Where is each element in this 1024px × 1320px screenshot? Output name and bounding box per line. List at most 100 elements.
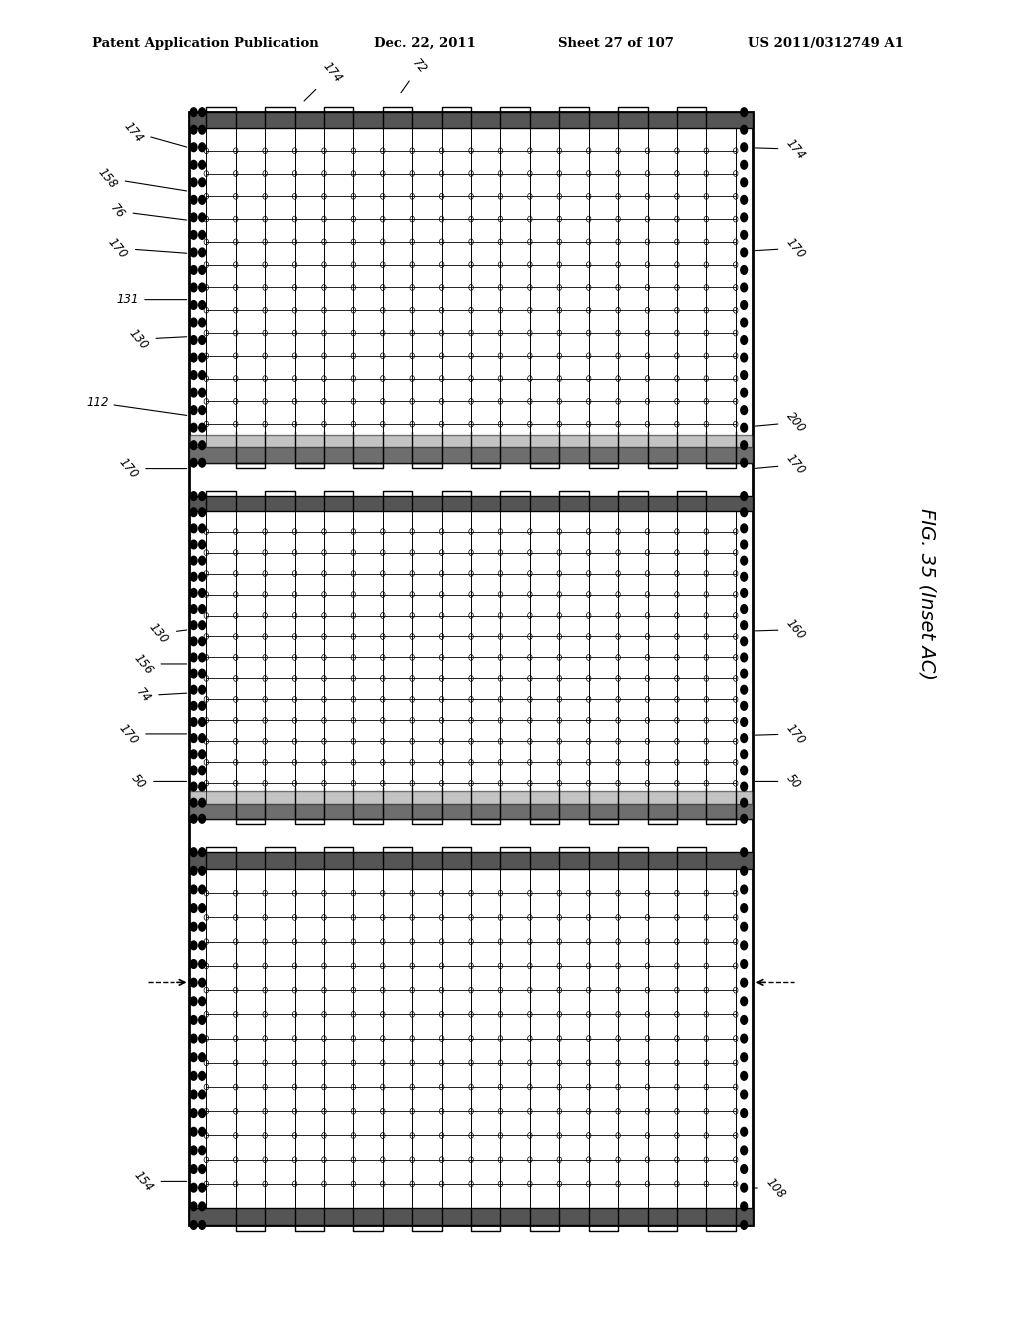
Circle shape (199, 441, 206, 450)
Circle shape (740, 638, 748, 645)
Circle shape (199, 108, 206, 116)
Circle shape (740, 620, 748, 630)
Text: Sheet 27 of 107: Sheet 27 of 107 (558, 37, 674, 50)
Circle shape (190, 734, 197, 742)
Circle shape (190, 847, 197, 857)
Circle shape (190, 923, 197, 931)
Circle shape (199, 492, 206, 500)
Circle shape (190, 335, 197, 345)
Circle shape (740, 143, 748, 152)
Text: Patent Application Publication: Patent Application Publication (92, 37, 318, 50)
Circle shape (199, 997, 206, 1006)
Circle shape (190, 508, 197, 516)
Circle shape (199, 1203, 206, 1210)
Circle shape (190, 301, 197, 309)
Circle shape (740, 556, 748, 565)
Circle shape (740, 1146, 748, 1155)
Circle shape (190, 231, 197, 239)
Circle shape (740, 1034, 748, 1043)
Circle shape (199, 1015, 206, 1024)
Circle shape (190, 1221, 197, 1229)
Circle shape (740, 231, 748, 239)
Circle shape (740, 540, 748, 549)
Circle shape (740, 125, 748, 135)
Circle shape (190, 371, 197, 379)
Circle shape (740, 161, 748, 169)
Circle shape (199, 620, 206, 630)
Circle shape (199, 847, 206, 857)
Circle shape (199, 638, 206, 645)
Circle shape (199, 318, 206, 327)
Circle shape (190, 161, 197, 169)
Circle shape (199, 1127, 206, 1137)
Circle shape (740, 941, 748, 949)
Bar (189, 1208, 753, 1225)
Text: 130: 130 (126, 326, 186, 352)
Circle shape (199, 143, 206, 152)
Circle shape (190, 1146, 197, 1155)
Circle shape (199, 734, 206, 742)
Circle shape (199, 371, 206, 379)
Circle shape (740, 997, 748, 1006)
Circle shape (190, 143, 197, 152)
Circle shape (199, 904, 206, 912)
Circle shape (190, 318, 197, 327)
Text: 170: 170 (116, 721, 186, 747)
Circle shape (740, 405, 748, 414)
Circle shape (199, 589, 206, 597)
Bar (189, 804, 753, 818)
Circle shape (199, 335, 206, 345)
Circle shape (199, 195, 206, 205)
Circle shape (190, 669, 197, 678)
Circle shape (740, 1053, 748, 1061)
Bar (189, 853, 753, 869)
Bar (189, 434, 753, 463)
Circle shape (740, 108, 748, 116)
Circle shape (740, 750, 748, 759)
Circle shape (199, 388, 206, 397)
Circle shape (199, 1053, 206, 1061)
Circle shape (190, 424, 197, 432)
Text: 156: 156 (131, 651, 186, 677)
Circle shape (190, 653, 197, 661)
Text: 154: 154 (131, 1168, 186, 1195)
Circle shape (190, 492, 197, 500)
Circle shape (740, 669, 748, 678)
Circle shape (190, 783, 197, 791)
Circle shape (199, 814, 206, 824)
Circle shape (190, 108, 197, 116)
Circle shape (190, 1072, 197, 1080)
Circle shape (199, 573, 206, 581)
Circle shape (190, 405, 197, 414)
Circle shape (199, 653, 206, 661)
Text: 174: 174 (304, 59, 345, 102)
Circle shape (190, 178, 197, 186)
Text: 158: 158 (95, 165, 186, 191)
Text: 170: 170 (105, 235, 186, 261)
Circle shape (190, 886, 197, 894)
Circle shape (740, 1164, 748, 1173)
Circle shape (199, 718, 206, 726)
Circle shape (740, 371, 748, 379)
Circle shape (190, 388, 197, 397)
Circle shape (199, 424, 206, 432)
Circle shape (190, 997, 197, 1006)
Circle shape (199, 556, 206, 565)
Circle shape (740, 766, 748, 775)
Bar (189, 447, 753, 463)
Circle shape (190, 1090, 197, 1098)
Circle shape (740, 718, 748, 726)
Circle shape (740, 282, 748, 292)
Circle shape (190, 766, 197, 775)
Circle shape (740, 701, 748, 710)
Circle shape (740, 195, 748, 205)
Circle shape (740, 178, 748, 186)
Text: 76: 76 (108, 201, 186, 222)
Circle shape (740, 1109, 748, 1118)
Circle shape (740, 799, 748, 807)
Circle shape (740, 1015, 748, 1024)
Circle shape (190, 524, 197, 533)
Circle shape (740, 734, 748, 742)
Circle shape (199, 1221, 206, 1229)
Circle shape (740, 213, 748, 222)
